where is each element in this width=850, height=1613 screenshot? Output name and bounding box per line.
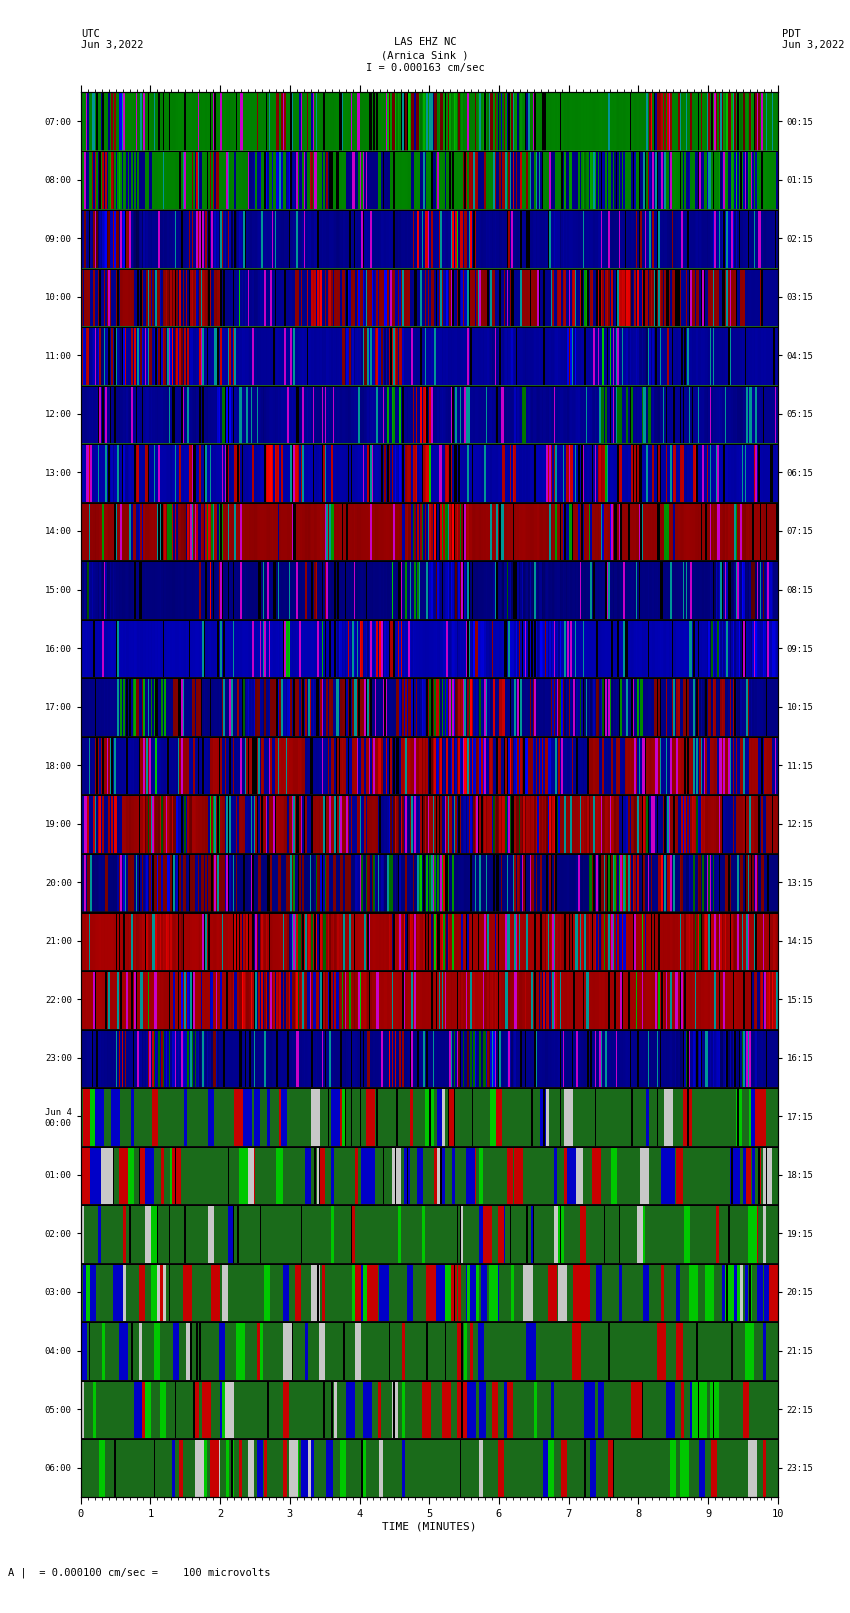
Text: LAS EHZ NC: LAS EHZ NC bbox=[394, 37, 456, 47]
Text: I = 0.000163 cm/sec: I = 0.000163 cm/sec bbox=[366, 63, 484, 73]
Bar bbox=[81, 1087, 778, 1497]
Text: Jun 3,2022: Jun 3,2022 bbox=[782, 40, 845, 50]
Text: A |  = 0.000100 cm/sec =    100 microvolts: A | = 0.000100 cm/sec = 100 microvolts bbox=[8, 1568, 271, 1578]
X-axis label: TIME (MINUTES): TIME (MINUTES) bbox=[382, 1521, 477, 1531]
Text: Jun 3,2022: Jun 3,2022 bbox=[81, 40, 144, 50]
Text: (Arnica Sink ): (Arnica Sink ) bbox=[382, 50, 468, 60]
Text: PDT: PDT bbox=[782, 29, 801, 39]
Text: UTC: UTC bbox=[81, 29, 99, 39]
